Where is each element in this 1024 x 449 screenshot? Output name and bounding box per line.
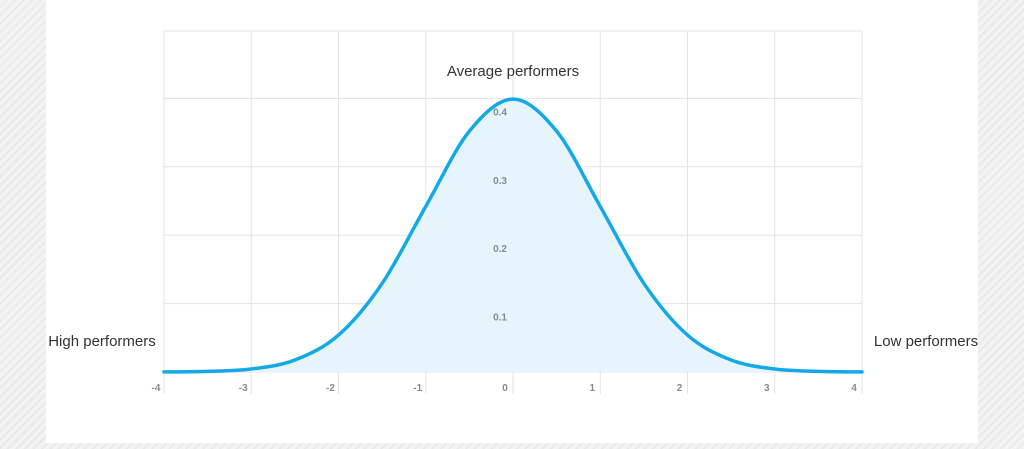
y-tick-label: 0.3 <box>493 176 507 187</box>
annotations: Average performers High performers Low per… <box>48 63 978 350</box>
x-tick-label: 1 <box>589 383 595 394</box>
x-tick-label: 3 <box>764 383 770 394</box>
bell-curve-chart: -4 -3 -2 -1 0 1 2 3 4 0.1 0.2 0.3 0.4 Average perfo… <box>48 30 978 394</box>
chart-card: -4 -3 -2 -1 0 1 2 3 4 0.1 0.2 0.3 0.4 Average perfo… <box>46 0 978 443</box>
area-fill <box>164 99 862 372</box>
y-tick-label: 0.4 <box>493 107 507 118</box>
x-tick-label: -1 <box>413 383 422 394</box>
x-tick-label: 0 <box>502 383 508 394</box>
x-tick-label: -2 <box>326 383 335 394</box>
annotation-low-performers: Low performers <box>874 333 978 350</box>
x-axis-ticks: -4 -3 -2 -1 0 1 2 3 4 <box>152 383 858 394</box>
annotation-high-performers: High performers <box>48 333 156 350</box>
x-tick-label: -4 <box>152 383 161 394</box>
x-tick-label: 2 <box>677 383 683 394</box>
x-tick-label: 4 <box>851 383 857 394</box>
y-tick-label: 0.1 <box>493 313 507 324</box>
x-tick-label: -3 <box>239 383 248 394</box>
annotation-average-performers: Average performers <box>447 63 579 80</box>
y-tick-label: 0.2 <box>493 244 507 255</box>
distribution-curve <box>162 97 864 374</box>
y-axis-ticks: 0.1 0.2 0.3 0.4 <box>493 107 507 323</box>
